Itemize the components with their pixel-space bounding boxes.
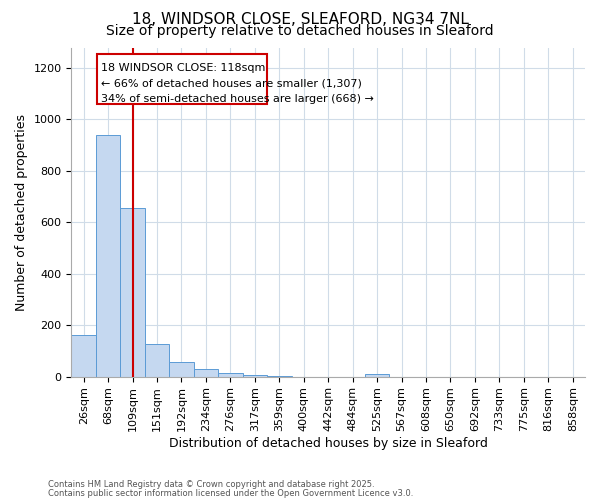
Bar	[145, 344, 169, 376]
Text: 18, WINDSOR CLOSE, SLEAFORD, NG34 7NL: 18, WINDSOR CLOSE, SLEAFORD, NG34 7NL	[131, 12, 469, 28]
Bar	[365, 374, 389, 376]
Text: 18 WINDSOR CLOSE: 118sqm: 18 WINDSOR CLOSE: 118sqm	[101, 63, 265, 73]
Bar	[71, 336, 96, 376]
Bar	[96, 135, 121, 376]
Bar	[97, 54, 267, 104]
Text: ← 66% of detached houses are smaller (1,307): ← 66% of detached houses are smaller (1,…	[101, 78, 362, 88]
Bar	[194, 370, 218, 376]
Text: Contains HM Land Registry data © Crown copyright and database right 2025.: Contains HM Land Registry data © Crown c…	[48, 480, 374, 489]
Bar	[121, 208, 145, 376]
X-axis label: Distribution of detached houses by size in Sleaford: Distribution of detached houses by size …	[169, 437, 488, 450]
Y-axis label: Number of detached properties: Number of detached properties	[15, 114, 28, 310]
Text: Size of property relative to detached houses in Sleaford: Size of property relative to detached ho…	[106, 24, 494, 38]
Text: 34% of semi-detached houses are larger (668) →: 34% of semi-detached houses are larger (…	[101, 94, 374, 104]
Bar	[169, 362, 194, 376]
Text: Contains public sector information licensed under the Open Government Licence v3: Contains public sector information licen…	[48, 488, 413, 498]
Bar	[242, 375, 267, 376]
Bar	[218, 373, 242, 376]
